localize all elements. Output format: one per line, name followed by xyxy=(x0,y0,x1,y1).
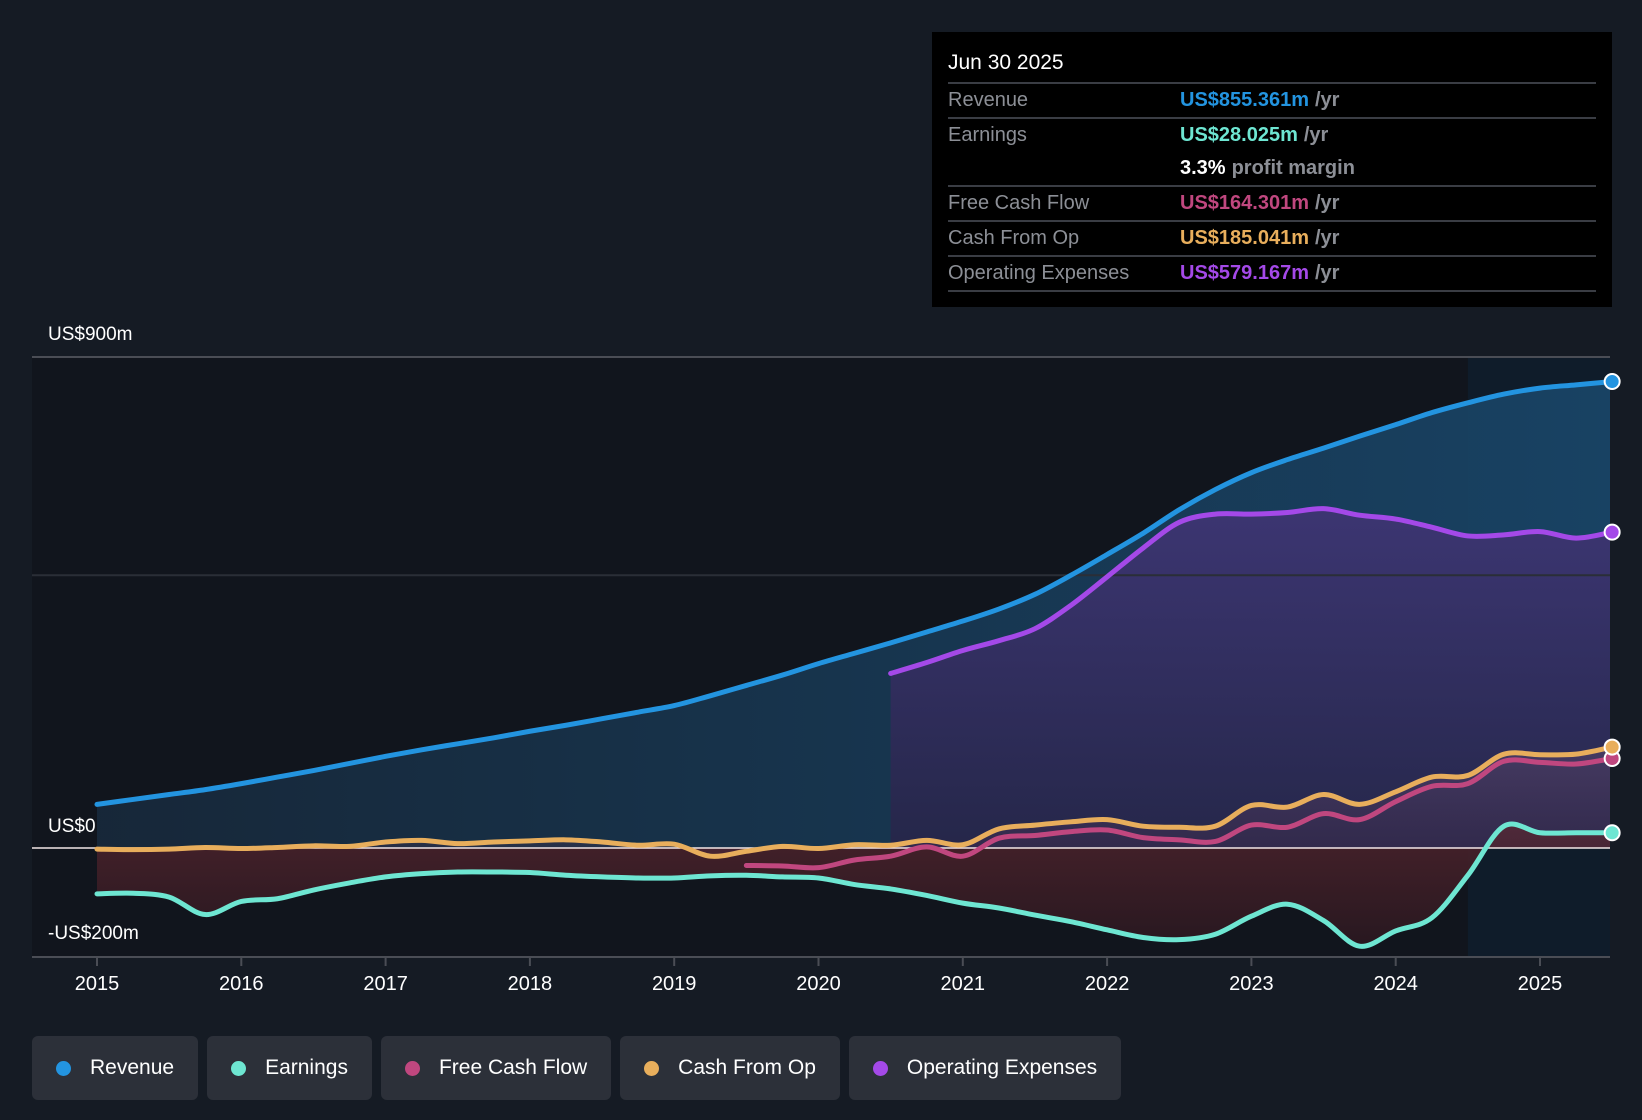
legend-dot-icon xyxy=(644,1060,660,1076)
tooltip-label: Free Cash Flow xyxy=(948,192,1090,214)
legend-item-operating-expenses[interactable]: Operating Expenses xyxy=(848,1036,1122,1100)
tooltip-unit: /yr xyxy=(1314,262,1340,284)
tooltip-label xyxy=(948,152,1180,185)
line-operating-expenses xyxy=(888,506,1610,676)
x-tick-label: 2019 xyxy=(652,973,697,995)
legend-label: Revenue xyxy=(90,1056,175,1079)
x-tick-label: 2025 xyxy=(1518,973,1563,995)
legend-label: Operating Expenses xyxy=(906,1056,1098,1079)
x-tick-label: 2024 xyxy=(1373,973,1418,995)
tooltip-unit: /yr xyxy=(1314,227,1340,249)
tooltip-label: Operating Expenses xyxy=(948,262,1130,284)
tooltip-row-cash-from-op: Cash From Op US$185.041m /yr xyxy=(948,222,1596,257)
tooltip-date: Jun 30 2025 xyxy=(948,46,1596,84)
endpoint-operating-expenses xyxy=(1603,523,1621,541)
legend-item-earnings[interactable]: Earnings xyxy=(207,1036,372,1100)
tooltip-panel: Jun 30 2025 Revenue US$855.361m /yr Earn… xyxy=(932,32,1612,307)
tooltip-value: US$855.361m xyxy=(1180,89,1309,111)
tooltip-unit: /yr xyxy=(1303,124,1329,146)
x-tick-label: 2015 xyxy=(75,973,120,995)
area-cash-from-op xyxy=(97,747,1610,857)
legend-dot-icon xyxy=(231,1060,247,1076)
legend-label: Free Cash Flow xyxy=(438,1056,588,1079)
profit-margin-label: profit margin xyxy=(1231,157,1355,179)
area-earnings xyxy=(97,824,1610,947)
tooltip-value: US$579.167m xyxy=(1180,262,1309,284)
profit-margin-value: 3.3% xyxy=(1180,157,1226,179)
chart-legend: Revenue Earnings Free Cash Flow Cash Fro… xyxy=(32,1036,1122,1100)
tooltip-label: Revenue xyxy=(948,89,1029,111)
y-tick-label: US$900m xyxy=(48,324,133,345)
x-tick-label: 2016 xyxy=(219,973,264,995)
line-cash-from-op xyxy=(94,744,1610,859)
line-earnings xyxy=(94,821,1610,949)
tooltip-row-earnings: Earnings US$28.025m /yr xyxy=(948,119,1596,152)
legend-label: Earnings xyxy=(265,1056,348,1079)
legend-label: Cash From Op xyxy=(678,1056,816,1079)
legend-dot-icon xyxy=(872,1060,888,1076)
tooltip-row-profit-margin: 3.3% profit margin xyxy=(948,152,1596,187)
tooltip-unit: /yr xyxy=(1314,89,1340,111)
x-tick-label: 2020 xyxy=(796,973,841,995)
x-tick-label: 2017 xyxy=(363,973,408,995)
endpoint-revenue xyxy=(1603,373,1621,391)
x-tick-label: 2018 xyxy=(508,973,553,995)
tooltip-row-operating-expenses: Operating Expenses US$579.167m /yr xyxy=(948,257,1596,292)
legend-item-cash-from-op[interactable]: Cash From Op xyxy=(620,1036,840,1100)
tooltip-label: Earnings xyxy=(948,124,1027,146)
tooltip-value: US$185.041m xyxy=(1180,227,1309,249)
tooltip-value: US$164.301m xyxy=(1180,192,1309,214)
x-tick-label: 2021 xyxy=(941,973,986,995)
tooltip-value: US$28.025m xyxy=(1180,124,1298,146)
y-tick-label: US$0 xyxy=(48,816,96,837)
line-free-cash-flow xyxy=(743,756,1610,871)
line-revenue xyxy=(94,379,1610,807)
tooltip-row-revenue: Revenue US$855.361m /yr xyxy=(948,84,1596,119)
area-operating-expenses xyxy=(890,508,1610,848)
tooltip-row-free-cash-flow: Free Cash Flow US$164.301m /yr xyxy=(948,187,1596,222)
x-tick-label: 2023 xyxy=(1229,973,1274,995)
legend-item-free-cash-flow[interactable]: Free Cash Flow xyxy=(380,1036,612,1100)
legend-item-revenue[interactable]: Revenue xyxy=(32,1036,199,1100)
tooltip-label: Cash From Op xyxy=(948,227,1080,249)
tooltip-unit: /yr xyxy=(1314,192,1340,214)
legend-dot-icon xyxy=(404,1060,420,1076)
legend-dot-icon xyxy=(56,1060,71,1076)
endpoint-earnings xyxy=(1603,824,1621,842)
endpoint-cash-from-op xyxy=(1603,738,1621,756)
x-tick-label: 2022 xyxy=(1085,973,1130,995)
y-tick-label: -US$200m xyxy=(48,923,139,944)
